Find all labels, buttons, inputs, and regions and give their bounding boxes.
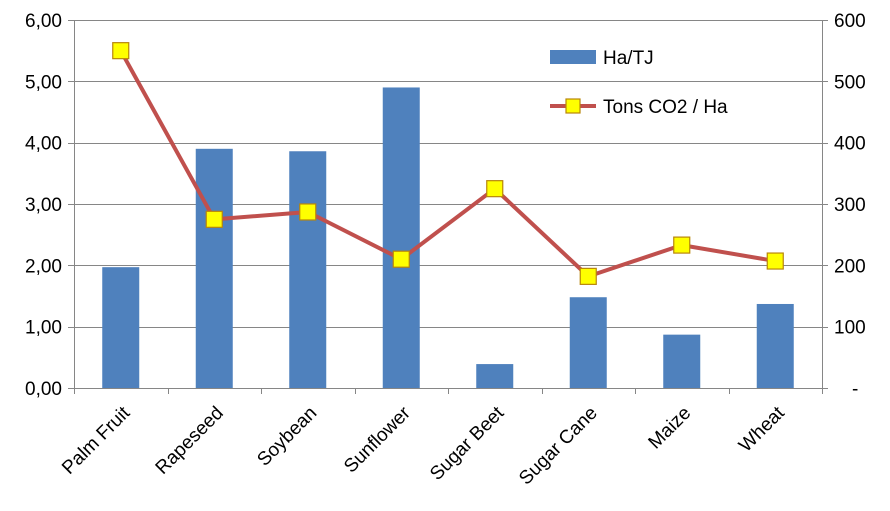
category-label: Maize (645, 403, 696, 454)
legend-label-bar-series: Ha/TJ (603, 48, 654, 69)
line-marker (766, 252, 784, 270)
left-axis-tick-label: 1,00 (25, 318, 62, 339)
legend-label-line-series: Tons CO2 / Ha (603, 97, 728, 118)
bar (756, 303, 794, 388)
right-axis-tick-label: 600 (834, 11, 866, 32)
line-marker (205, 210, 223, 228)
category-label: Wheat (735, 402, 789, 456)
right-axis-tick-labels: - 100 200 300 400 500 600 (834, 11, 866, 400)
left-axis-tick-label: 2,00 (25, 256, 62, 277)
bar (663, 334, 701, 388)
line-marker (579, 267, 597, 285)
right-axis-tick-label: 400 (834, 134, 866, 155)
bar (195, 148, 233, 388)
line-marker (673, 236, 691, 254)
left-axis-tick-label: 3,00 (25, 195, 62, 216)
bar (382, 87, 420, 388)
left-axis-tick-label: 4,00 (25, 134, 62, 155)
right-axis-tick-label: - (852, 379, 858, 400)
line-series (112, 42, 784, 285)
category-label: Palm Fruit (58, 402, 135, 479)
line-marker (112, 42, 130, 60)
series-line (119, 49, 776, 279)
line-marker (392, 250, 410, 268)
legend: Ha/TJ Tons CO2 / Ha (550, 48, 728, 118)
left-axis-tick-label: 5,00 (25, 72, 62, 93)
category-labels: Palm Fruit Rapeseed Soybean Sunflower Sugar … (58, 402, 789, 489)
bar (569, 297, 607, 388)
legend-marker-line-series (565, 98, 581, 114)
category-label: Soybean (253, 403, 321, 471)
grid-lines (74, 20, 822, 328)
category-label: Rapeseed (152, 403, 228, 479)
left-axis-tick-label: 6,00 (25, 11, 62, 32)
bar (289, 151, 327, 388)
left-axis-tick-labels: 0,00 1,00 2,00 3,00 4,00 5,00 6,00 (25, 11, 62, 400)
line-marker (299, 203, 317, 221)
right-axis-tick-label: 100 (834, 318, 866, 339)
left-axis-tick-label: 0,00 (25, 379, 62, 400)
category-label: Sugar Beet (426, 402, 509, 485)
legend-swatch-bar-series (550, 50, 596, 64)
right-axis-tick-label: 500 (834, 72, 866, 93)
right-axis-tick-label: 200 (834, 256, 866, 277)
category-label: Sugar Cane (515, 403, 602, 490)
bar (476, 364, 514, 388)
line-marker (486, 180, 504, 198)
bar-series (102, 87, 794, 388)
axes (68, 20, 828, 394)
bar (102, 267, 140, 388)
category-label: Sunflower (340, 402, 415, 477)
right-axis-tick-label: 300 (834, 195, 866, 216)
